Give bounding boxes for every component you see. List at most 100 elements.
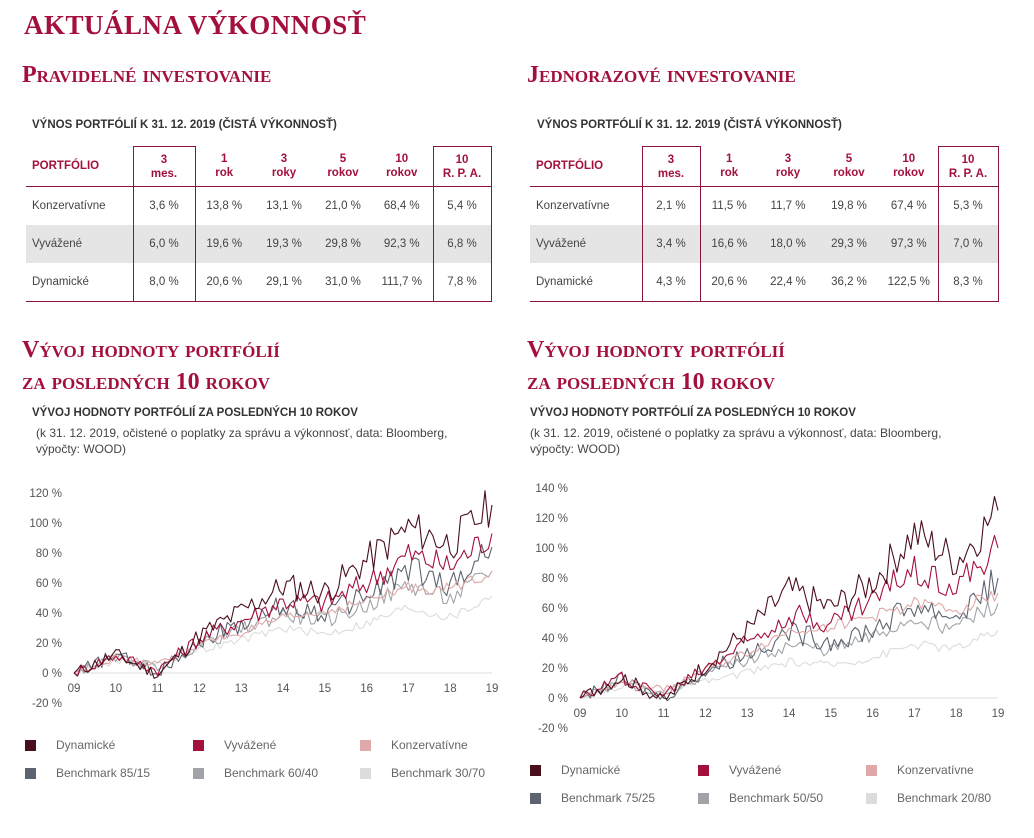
table-cell: 18,0 %: [758, 225, 818, 263]
chart-title-line: za posledných 10 rokov: [527, 369, 775, 395]
legend-label: Vyvážené: [224, 738, 277, 752]
header-line: 5: [339, 153, 347, 166]
chart-caption: VÝVOJ HODNOTY PORTFÓLIÍ ZA POSLEDNÝCH 10…: [530, 407, 856, 419]
header-line: 10: [395, 153, 409, 166]
table-cell: 8,0 %: [132, 263, 196, 302]
legend-swatch: [193, 740, 204, 752]
header-line: 10: [455, 153, 469, 166]
header-line: 3: [784, 153, 792, 166]
header-line: 3: [280, 153, 288, 166]
header-line: 3: [160, 153, 168, 166]
legend-label: Konzervatívne: [897, 763, 974, 777]
page-title: AKTUÁLNA VÝKONNOSŤ: [24, 10, 367, 40]
table-cell: 22,4 %: [758, 263, 818, 302]
series-line: [579, 601, 999, 699]
series-line: [579, 590, 999, 699]
table-cell: 97,3 %: [880, 225, 938, 263]
column-header: 10 rokov: [371, 146, 433, 187]
header-line: mes.: [657, 167, 685, 180]
legend-label: Benchmark 85/15: [56, 766, 151, 780]
legend-item: Vyvážené: [193, 738, 276, 752]
chart-caption: VÝVOJ HODNOTY PORTFÓLIÍ ZA POSLEDNÝCH 10…: [32, 407, 358, 419]
column-header: 3 mes.: [641, 146, 701, 187]
x-tick-label: 18: [950, 708, 963, 720]
table-cell: 20,6 %: [195, 263, 253, 302]
x-tick-label: 18: [444, 683, 457, 695]
table-cell: 3,4 %: [641, 225, 701, 263]
x-tick-label: 15: [824, 708, 837, 720]
series-line: [73, 570, 493, 674]
row-label: Vyvážené: [530, 225, 642, 263]
legend-item: Dynamické: [530, 763, 620, 777]
table-cell: 68,4 %: [383, 200, 420, 212]
table-cell: 5,4 %: [432, 186, 492, 225]
table-row: Dynamické 8,0 % 20,6 % 29,1 % 31,0 % 111,7 % 7…: [26, 263, 492, 302]
column-header: PORTFÓLIO: [26, 146, 133, 187]
table-cell: 21,0 %: [325, 200, 361, 212]
header-line: rok: [215, 167, 234, 180]
chart-title-line: Vývoj hodnoty portfólií: [527, 337, 785, 363]
header-line: roky: [271, 167, 297, 180]
row-label: Konzervatívne: [536, 200, 610, 212]
table-cell: 20,6 %: [700, 263, 758, 302]
legend-label: Benchmark 50/50: [729, 791, 824, 805]
legend-swatch: [530, 793, 541, 805]
table-cell: 31,0 %: [315, 263, 371, 302]
row-label: Dynamické: [26, 263, 133, 302]
table-row: Konzervatívne 2,1 % 11,5 % 11,7 % 19,8 % 67,4…: [530, 186, 999, 225]
chart-note: (k 31. 12. 2019, očistené o poplatky za …: [530, 426, 942, 456]
column-header: 1 rok: [195, 146, 253, 187]
y-tick-label: 40 %: [542, 633, 568, 645]
series-line: [73, 533, 493, 677]
y-tick-label: 120 %: [535, 513, 568, 525]
y-tick-label: -20 %: [538, 723, 568, 735]
x-tick-label: 13: [235, 683, 248, 695]
x-tick-label: 14: [277, 683, 290, 695]
section-title: Pravidelné investovanie: [22, 62, 272, 88]
table-caption: VÝNOS PORTFÓLIÍ K 31. 12. 2019 (ČISTÁ VÝ…: [537, 119, 842, 131]
y-tick-label: 0 %: [42, 668, 62, 680]
x-tick-label: 19: [992, 708, 1005, 720]
table-cell: 6,8 %: [432, 225, 492, 263]
x-tick-label: 17: [908, 708, 921, 720]
legend-swatch: [698, 793, 709, 805]
legend-swatch: [193, 768, 204, 780]
legend-label: Benchmark 20/80: [897, 791, 992, 805]
table-cell: 4,3 %: [641, 263, 701, 302]
y-tick-label: 60 %: [542, 603, 568, 615]
y-tick-label: 120 %: [29, 488, 62, 500]
table-row: Dynamické 4,3 % 20,6 % 22,4 % 36,2 % 122,5 % 8…: [530, 263, 999, 302]
legend-label: Konzervatívne: [391, 738, 468, 752]
legend-item: Benchmark 85/15: [25, 766, 150, 780]
table-cell: 67,4 %: [890, 200, 927, 212]
y-tick-label: 20 %: [36, 638, 62, 650]
header-line: 10: [902, 153, 916, 166]
table-cell: 13,8 %: [206, 200, 243, 212]
column-header: 5 rokov: [315, 146, 371, 187]
x-tick-label: 16: [866, 708, 879, 720]
column-header: 10 R. P. A.: [432, 146, 492, 187]
x-tick-label: 12: [699, 708, 712, 720]
legend-label: Benchmark 60/40: [224, 766, 319, 780]
column-header: PORTFÓLIO: [530, 146, 642, 187]
y-tick-label: 140 %: [535, 483, 568, 495]
column-header: 10 R. P. A.: [937, 146, 999, 187]
table-row: Vyvážené 3,4 % 16,6 % 18,0 % 29,3 % 97,3 % 7,0…: [530, 225, 999, 263]
table-cell: 16,6 %: [700, 225, 758, 263]
legend-item: Konzervatívne: [360, 738, 468, 752]
header-line: 1: [221, 153, 228, 166]
line-chart: -20 % 0 % 20 % 40 % 60 % 80 % 100 % 120 % 09 10 11…: [29, 488, 498, 710]
header-line: 3: [667, 153, 675, 166]
legend-item: Benchmark 30/70: [360, 766, 485, 780]
column-header: 3 roky: [253, 146, 315, 187]
table-cell: 5,3 %: [937, 186, 999, 225]
performance-table: PORTFÓLIO 3 mes. 1 rok 3 roky 5 rokov 10 rokov 10 R.…: [26, 146, 492, 302]
table-cell: 122,5 %: [880, 263, 938, 302]
header-line: 1: [726, 153, 733, 166]
legend-swatch: [698, 765, 709, 777]
table-cell: 7,0 %: [937, 225, 999, 263]
table-cell: 11,7 %: [770, 200, 806, 212]
column-header: 3 roky: [758, 146, 818, 187]
x-tick-label: 17: [402, 683, 415, 695]
column-header: 5 rokov: [818, 146, 880, 187]
